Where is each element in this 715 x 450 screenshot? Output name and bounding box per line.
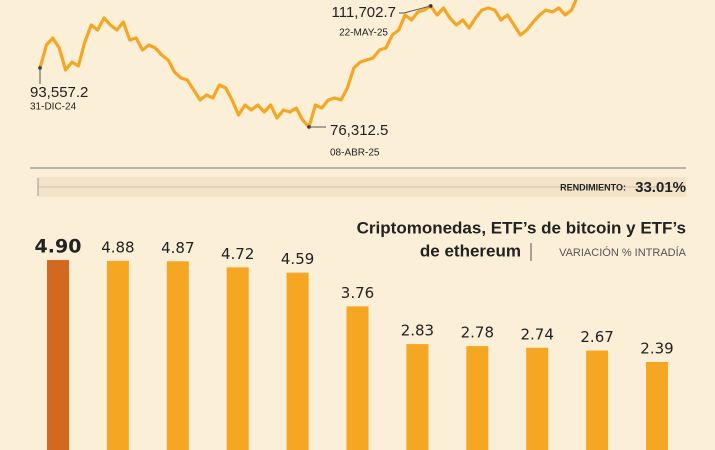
bar bbox=[166, 261, 189, 450]
bar-title: Criptomonedas, ETF’s de bitcoin y ETF’s bbox=[357, 218, 686, 237]
value-label: 2.74 bbox=[520, 325, 553, 343]
value-label: 2.78 bbox=[461, 324, 494, 342]
bar bbox=[286, 272, 309, 450]
bar bbox=[226, 267, 249, 450]
leader bbox=[399, 5, 431, 14]
value-label: 4.87 bbox=[161, 239, 194, 257]
bar bbox=[646, 361, 668, 450]
rendimiento-label: RENDIMIENTO: bbox=[560, 182, 626, 192]
annotation-value: 76,312.5 bbox=[330, 122, 388, 139]
bar-subtitle: VARIACIÓN % INTRADÍA bbox=[559, 246, 687, 259]
annotation-date: 31-DIC-24 bbox=[30, 102, 77, 113]
annotation-value: 111,702.7 bbox=[331, 4, 396, 21]
value-label: 2.39 bbox=[640, 339, 673, 357]
value-label: 4.59 bbox=[281, 250, 314, 268]
bar bbox=[346, 306, 369, 450]
bar bbox=[106, 260, 129, 450]
annotation-date: 08-ABR-25 bbox=[330, 148, 380, 159]
bar bbox=[586, 350, 609, 450]
value-label: 4.90 bbox=[35, 236, 82, 258]
bar bbox=[526, 347, 549, 450]
annotation-value: 93,557.2 bbox=[30, 84, 88, 101]
value-label: 3.76 bbox=[341, 284, 374, 302]
value-label: 4.72 bbox=[221, 245, 254, 263]
rendimiento-value: 33.01% bbox=[635, 179, 686, 196]
bar bbox=[406, 344, 429, 450]
bar-title: de ethereum bbox=[420, 241, 521, 260]
value-label: 2.83 bbox=[401, 322, 434, 340]
value-label: 2.67 bbox=[580, 328, 613, 346]
bar bbox=[47, 260, 69, 450]
bar bbox=[466, 346, 489, 450]
annotation-date: 22-MAY-25 bbox=[339, 28, 388, 39]
value-label: 4.88 bbox=[101, 238, 134, 256]
